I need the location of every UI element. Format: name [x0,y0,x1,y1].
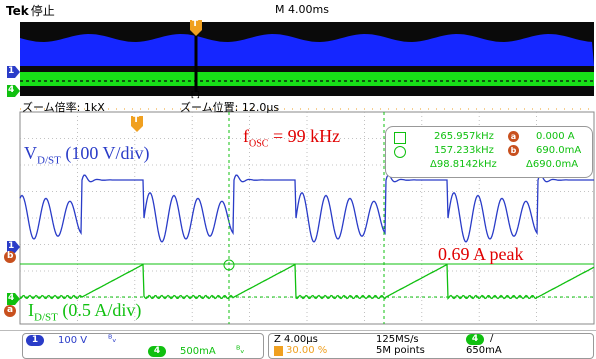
cursor-a-badge [4,305,16,317]
vdst-annotation: VD/ST (100 V/div) [24,143,150,167]
overview-ch4-marker[interactable] [7,85,20,97]
cursor1-frequency: 265.957kHz [434,131,494,142]
cursor-a-value: 0.000 A [536,131,575,142]
cursor-b-value: 690.0mA [536,145,582,156]
sample-rate: 125MS/s [376,334,419,345]
delta-value: Δ690.0mA [526,159,579,170]
zoom-trigger-marker[interactable] [131,116,143,132]
idst-annotation: ID/ST (0.5 A/div) [28,300,142,324]
waveform-display [4,20,595,325]
cursor-a-glyph: a [7,305,14,315]
circle-icon [394,146,406,158]
ch1-ground-marker[interactable] [7,241,20,253]
cursor-b-glyph: b [7,251,14,261]
overview-ch1-marker[interactable] [7,66,20,78]
trigger-slope-icon: / [490,333,494,344]
cursor-a-badge-icon: a [508,131,519,142]
zoom-position-bracket: [ ] [191,90,200,99]
ch1-vdst-trace [19,174,594,243]
cursor-b-badge-icon: b [508,145,519,156]
cursor-b-badge [4,251,16,263]
overview-trigger-glyph: T [192,19,199,29]
overview-ch4-trace [20,72,594,86]
square-icon [394,132,406,144]
zoom-horizontal-scale: Z 4.00μs [274,334,318,345]
zoom-factor: ズーム倍率: 1kX [22,101,105,114]
overview-ch1-trace [20,34,594,66]
channel-settings-box[interactable] [22,333,264,359]
ch4-scale: 500mA [180,346,216,357]
zoom-trigger-glyph: T [133,115,140,125]
record-length: 5M points [376,345,425,356]
peak-annotation: 0.69 A peak [438,244,524,264]
ch1-scale: 100 V [58,335,88,346]
ch1-ground-glyph: 1 [8,241,15,251]
scope-brand: Tek 停止 [6,4,55,18]
status-bar: 1 100 V ᴮᵥ 4 500mA ᴮᵥ Z 4.00μs 30.00 % 1… [0,330,596,359]
overview-trigger-marker[interactable] [190,20,202,36]
trigger-level: 650mA [466,345,502,356]
cursor-readout-panel: 265.957kHz a 0.000 A 157.233kHz b 690.0m… [385,126,593,178]
fosc-annotation: fOSC = 99 kHz [243,126,341,150]
overview-ch4-glyph: 4 [8,85,15,95]
ch4-badge[interactable]: 4 [148,346,166,357]
trigger-position-icon [274,346,283,356]
trigger-position: 30.00 % [286,345,328,356]
ch4-bandwidth-icon: ᴮᵥ [236,345,245,356]
ch4-ground-glyph: 4 [8,293,15,303]
overview-ch1-glyph: 1 [8,66,15,76]
trigger-channel-badge[interactable]: 4 [466,334,484,345]
ch4-ground-marker[interactable] [7,293,20,305]
acquisition-state: 停止 [30,4,55,18]
cursor2-frequency: 157.233kHz [434,145,494,156]
ch1-badge[interactable]: 1 [26,335,44,346]
main-timebase: M 4.00ms [275,3,329,16]
ch1-bandwidth-icon: ᴮᵥ [108,334,117,345]
delta-frequency: Δ98.8142kHz [430,159,497,170]
ch4-idst-trace [19,263,595,300]
zoom-position: ズーム位置: 12.0μs [180,101,280,114]
